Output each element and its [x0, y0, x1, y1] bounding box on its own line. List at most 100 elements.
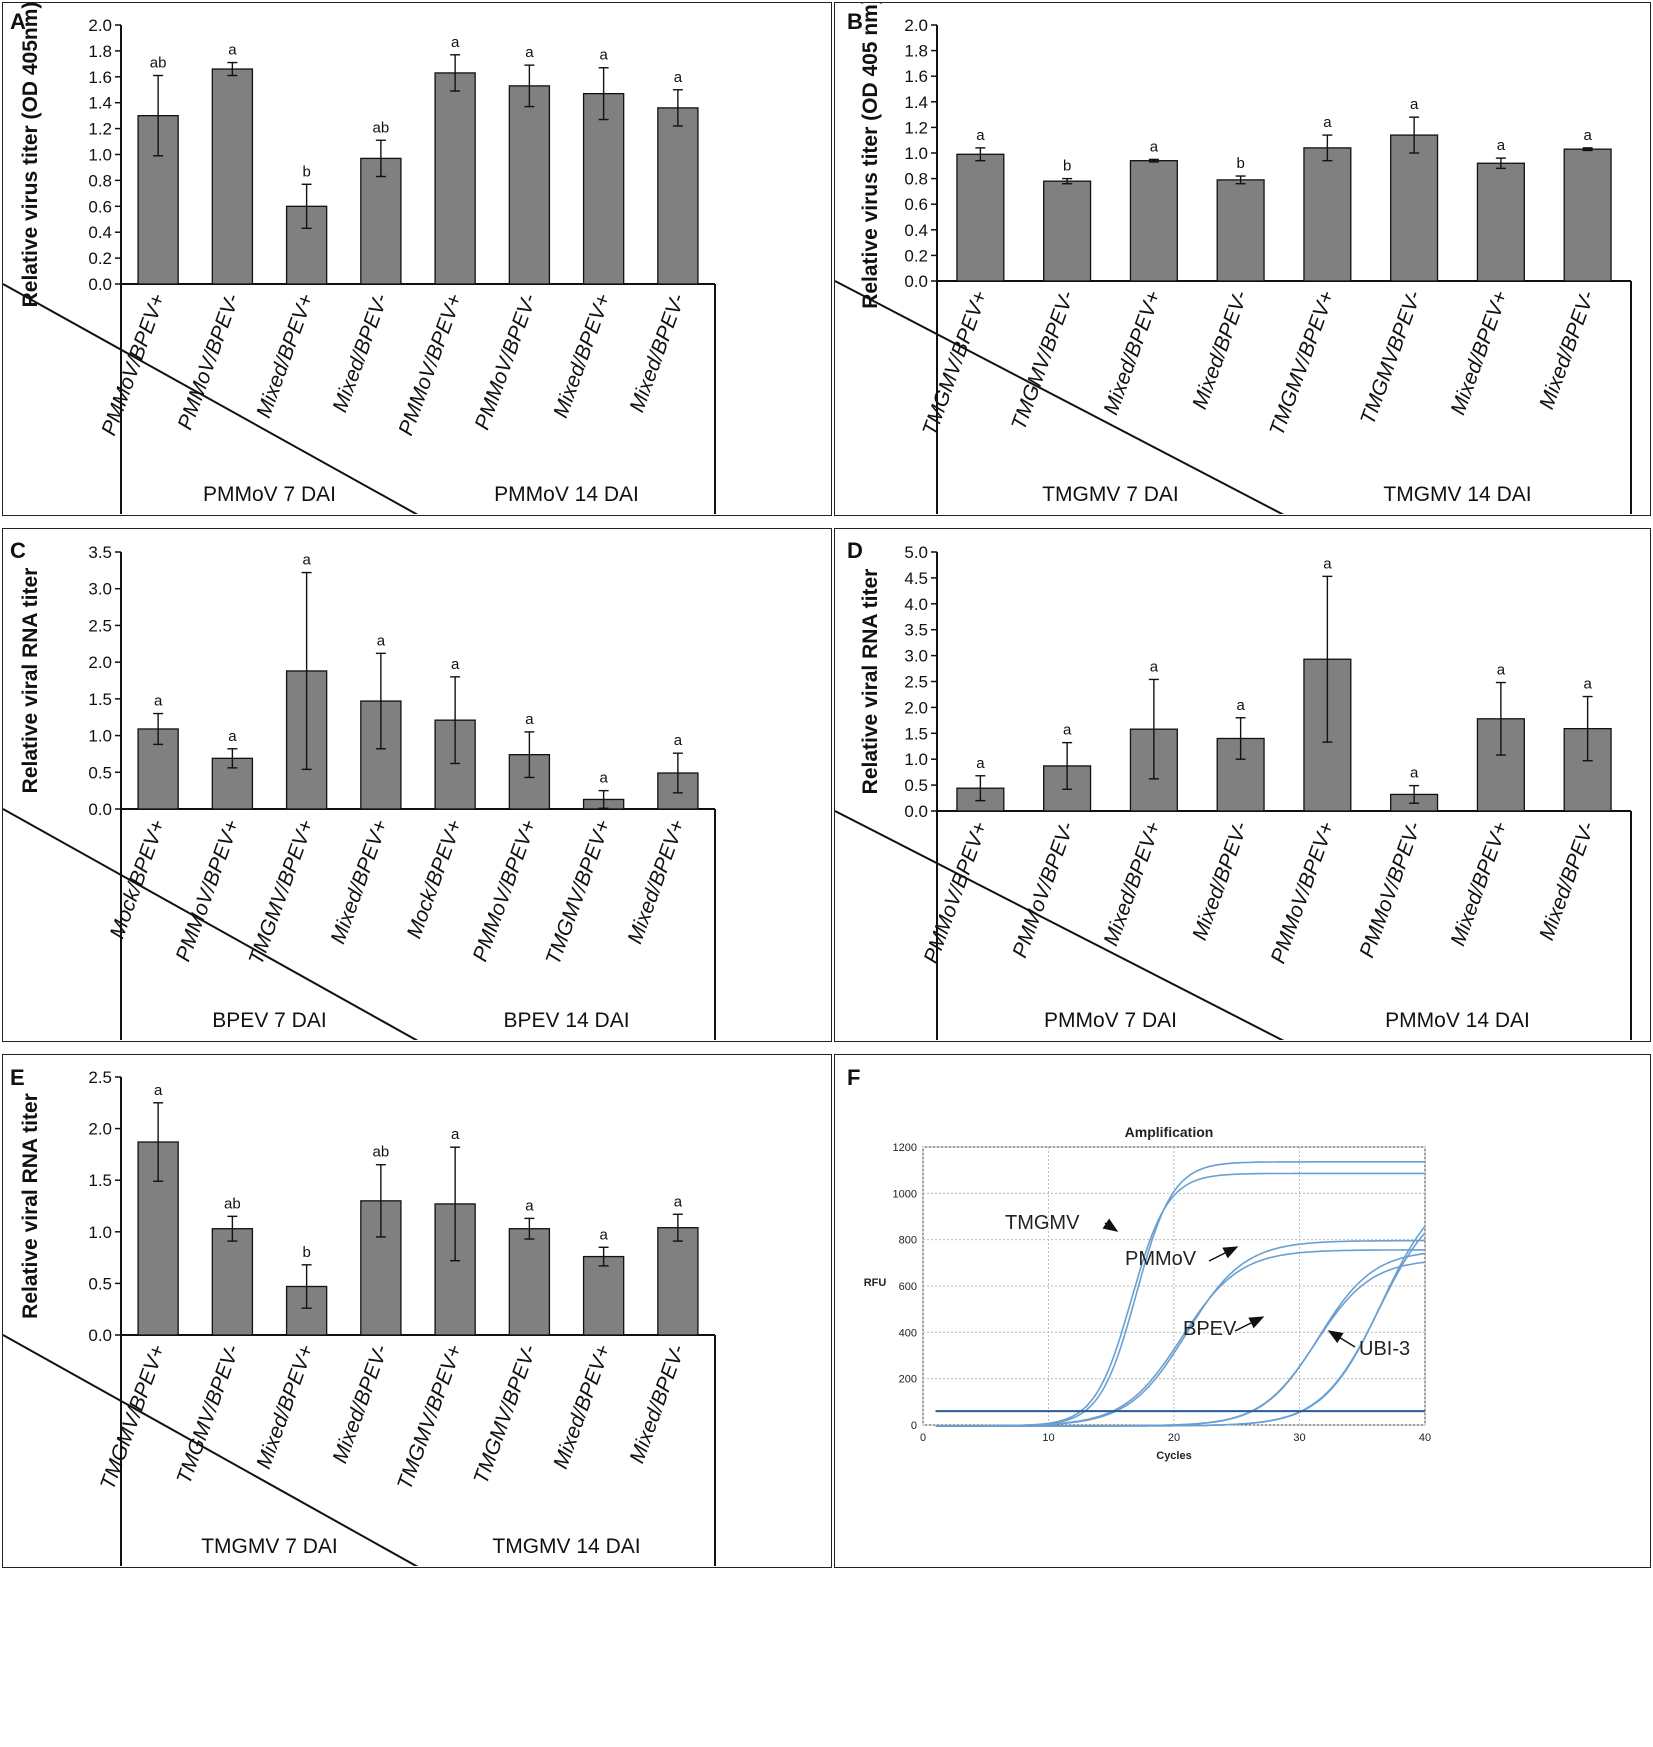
significance-label: a: [525, 711, 534, 728]
category-label: PMMoV/BPEV+: [920, 819, 993, 967]
curve-annotation: PMMoV: [1125, 1248, 1197, 1270]
category-label: Mixed/BPEV+: [1446, 819, 1512, 949]
group-label: PMMoV 7 DAI: [203, 483, 336, 506]
category-label: Mixed/BPEV+: [1099, 819, 1165, 949]
y-tick-label: 3.0: [904, 647, 928, 666]
category-label: Mixed/BPEV+: [623, 817, 689, 947]
y-tick-label: 3.5: [88, 543, 112, 562]
bar: [1476, 162, 1525, 282]
significance-label: b: [1063, 158, 1071, 175]
category-label: Mixed/BPEV+: [326, 817, 392, 947]
panel-e: E Relative viral RNA titer 0.0 0.5 1.0 1.5 2.…: [2, 1054, 832, 1568]
y-tick-label: 1.8: [88, 42, 112, 61]
annotation-arrow: [1102, 1218, 1119, 1232]
panel-letter: C: [10, 538, 26, 563]
panel-c: C Relative viral RNA titer 0.0 0.5 1.0 1.5 2.…: [2, 528, 832, 1042]
x-axis-title: Cycles: [1156, 1450, 1191, 1462]
significance-label: a: [228, 42, 237, 59]
bar: [1216, 737, 1265, 812]
category-label: Mixed/BPEV+: [252, 1342, 318, 1472]
significance-label: a: [674, 69, 683, 86]
category-label: Mixed/BPEV-: [1535, 819, 1599, 943]
category-label: Mixed/BPEV+: [549, 291, 615, 421]
category-label: Mixed/BPEV+: [1099, 288, 1165, 418]
significance-label: a: [1583, 127, 1592, 144]
y-tick-label: 5.0: [904, 543, 928, 562]
panel-f: F Amplification 0 10 20 30 40 0 200 400 600 800 100…: [834, 1054, 1651, 1568]
y-tick-label: 0: [911, 1420, 917, 1432]
y-tick-label: 2.0: [904, 698, 928, 717]
y-tick-label: 0.5: [88, 763, 112, 782]
significance-label: a: [1497, 137, 1506, 154]
annotation-arrow: [1327, 1330, 1356, 1348]
significance-label: b: [302, 1244, 310, 1261]
y-tick-label: 2.0: [88, 16, 112, 35]
y-tick-label: 2.5: [88, 616, 112, 635]
y-tick-label: 1.6: [88, 68, 112, 87]
significance-label: a: [1323, 555, 1332, 572]
category-label: Mixed/BPEV-: [1188, 819, 1252, 943]
y-tick-label: 0.0: [88, 1326, 112, 1345]
bar-chart: Relative virus titer (OD 405 nm) 0.0 0.2 0.…: [835, 3, 1632, 514]
plot-area: [922, 1146, 1426, 1426]
group-label: TMGMV 14 DAI: [1383, 483, 1531, 506]
bar: [508, 1228, 551, 1336]
chart-title: Amplification: [1125, 1124, 1214, 1140]
significance-label: a: [1063, 722, 1072, 739]
group-label: PMMoV 14 DAI: [1385, 1009, 1530, 1032]
significance-label: a: [1583, 676, 1592, 693]
significance-label: a: [1150, 658, 1159, 675]
significance-label: a: [1497, 662, 1506, 679]
bar-chart: Relative viral RNA titer 0.0 0.5 1.0 1.5 2.0 2…: [3, 543, 716, 1040]
panel-letter: E: [10, 1065, 25, 1090]
bar: [582, 92, 625, 285]
curve-annotation: UBI-3: [1359, 1338, 1410, 1360]
significance-label: ab: [150, 55, 167, 72]
category-label: TMGMV/BPEV-: [172, 1342, 244, 1487]
group-divider: [835, 810, 1285, 1040]
y-tick-label: 4.5: [904, 569, 928, 588]
panel-a: A Relative virus titer (OD 405nm) 0.0 0.2 0…: [2, 2, 832, 516]
bar: [657, 1227, 699, 1336]
y-tick-label: 1.0: [904, 144, 928, 163]
bar: [211, 1228, 254, 1336]
x-tick-label: 10: [1042, 1432, 1054, 1444]
y-tick-label: 1.2: [88, 120, 112, 139]
significance-label: a: [377, 632, 386, 649]
bar: [434, 72, 476, 285]
y-tick-label: 0.2: [904, 246, 928, 265]
y-tick-label: 1.0: [88, 1223, 112, 1242]
group-label: PMMoV 14 DAI: [494, 483, 639, 506]
y-tick-label: 1200: [893, 1142, 917, 1154]
bar: [360, 157, 402, 285]
y-axis-title: Relative virus titer (OD 405nm): [19, 3, 42, 307]
category-label: Mixed/BPEV-: [626, 1342, 690, 1466]
significance-label: a: [154, 693, 163, 710]
group-divider: [3, 283, 419, 514]
y-axis-title: Relative viral RNA titer: [859, 569, 882, 795]
category-label: TMGMV/BPEV+: [918, 288, 992, 439]
significance-label: a: [228, 728, 237, 745]
category-label: TMGMVBPEV-: [1356, 288, 1426, 428]
amplification-curve-ubi-3: [935, 1232, 1426, 1427]
category-label: Mixed/BPEV+: [1446, 288, 1512, 418]
category-label: PMMoV/BPEV+: [97, 291, 170, 439]
category-label: TMGMV/BPEV-: [469, 1342, 541, 1487]
significance-label: a: [451, 656, 460, 673]
group-label: TMGMV 14 DAI: [492, 1535, 640, 1558]
category-label: Mixed/BPEV-: [1535, 288, 1599, 412]
significance-label: ab: [224, 1195, 241, 1212]
category-label: Mock/BPEV+: [106, 817, 170, 942]
bar-chart: Relative virus titer (OD 405nm) 0.0 0.2 0.4…: [3, 3, 716, 514]
category-label: PMMoV/BPEV+: [1267, 819, 1340, 967]
significance-label: a: [599, 770, 608, 787]
x-tick-label: 30: [1293, 1432, 1305, 1444]
y-tick-label: 0.0: [904, 272, 928, 291]
y-axis-title: Relative virus titer (OD 405 nm): [859, 3, 882, 309]
category-label: TMGMV/BPEV+: [96, 1342, 170, 1493]
significance-label: a: [1410, 765, 1419, 782]
group-label: PMMoV 7 DAI: [1044, 1009, 1177, 1032]
bar-chart: Relative viral RNA titer 0.0 0.5 1.0 1.5 2.0 2…: [835, 543, 1632, 1040]
significance-label: a: [599, 1226, 608, 1243]
category-label: Mixed/BPEV-: [626, 291, 690, 415]
